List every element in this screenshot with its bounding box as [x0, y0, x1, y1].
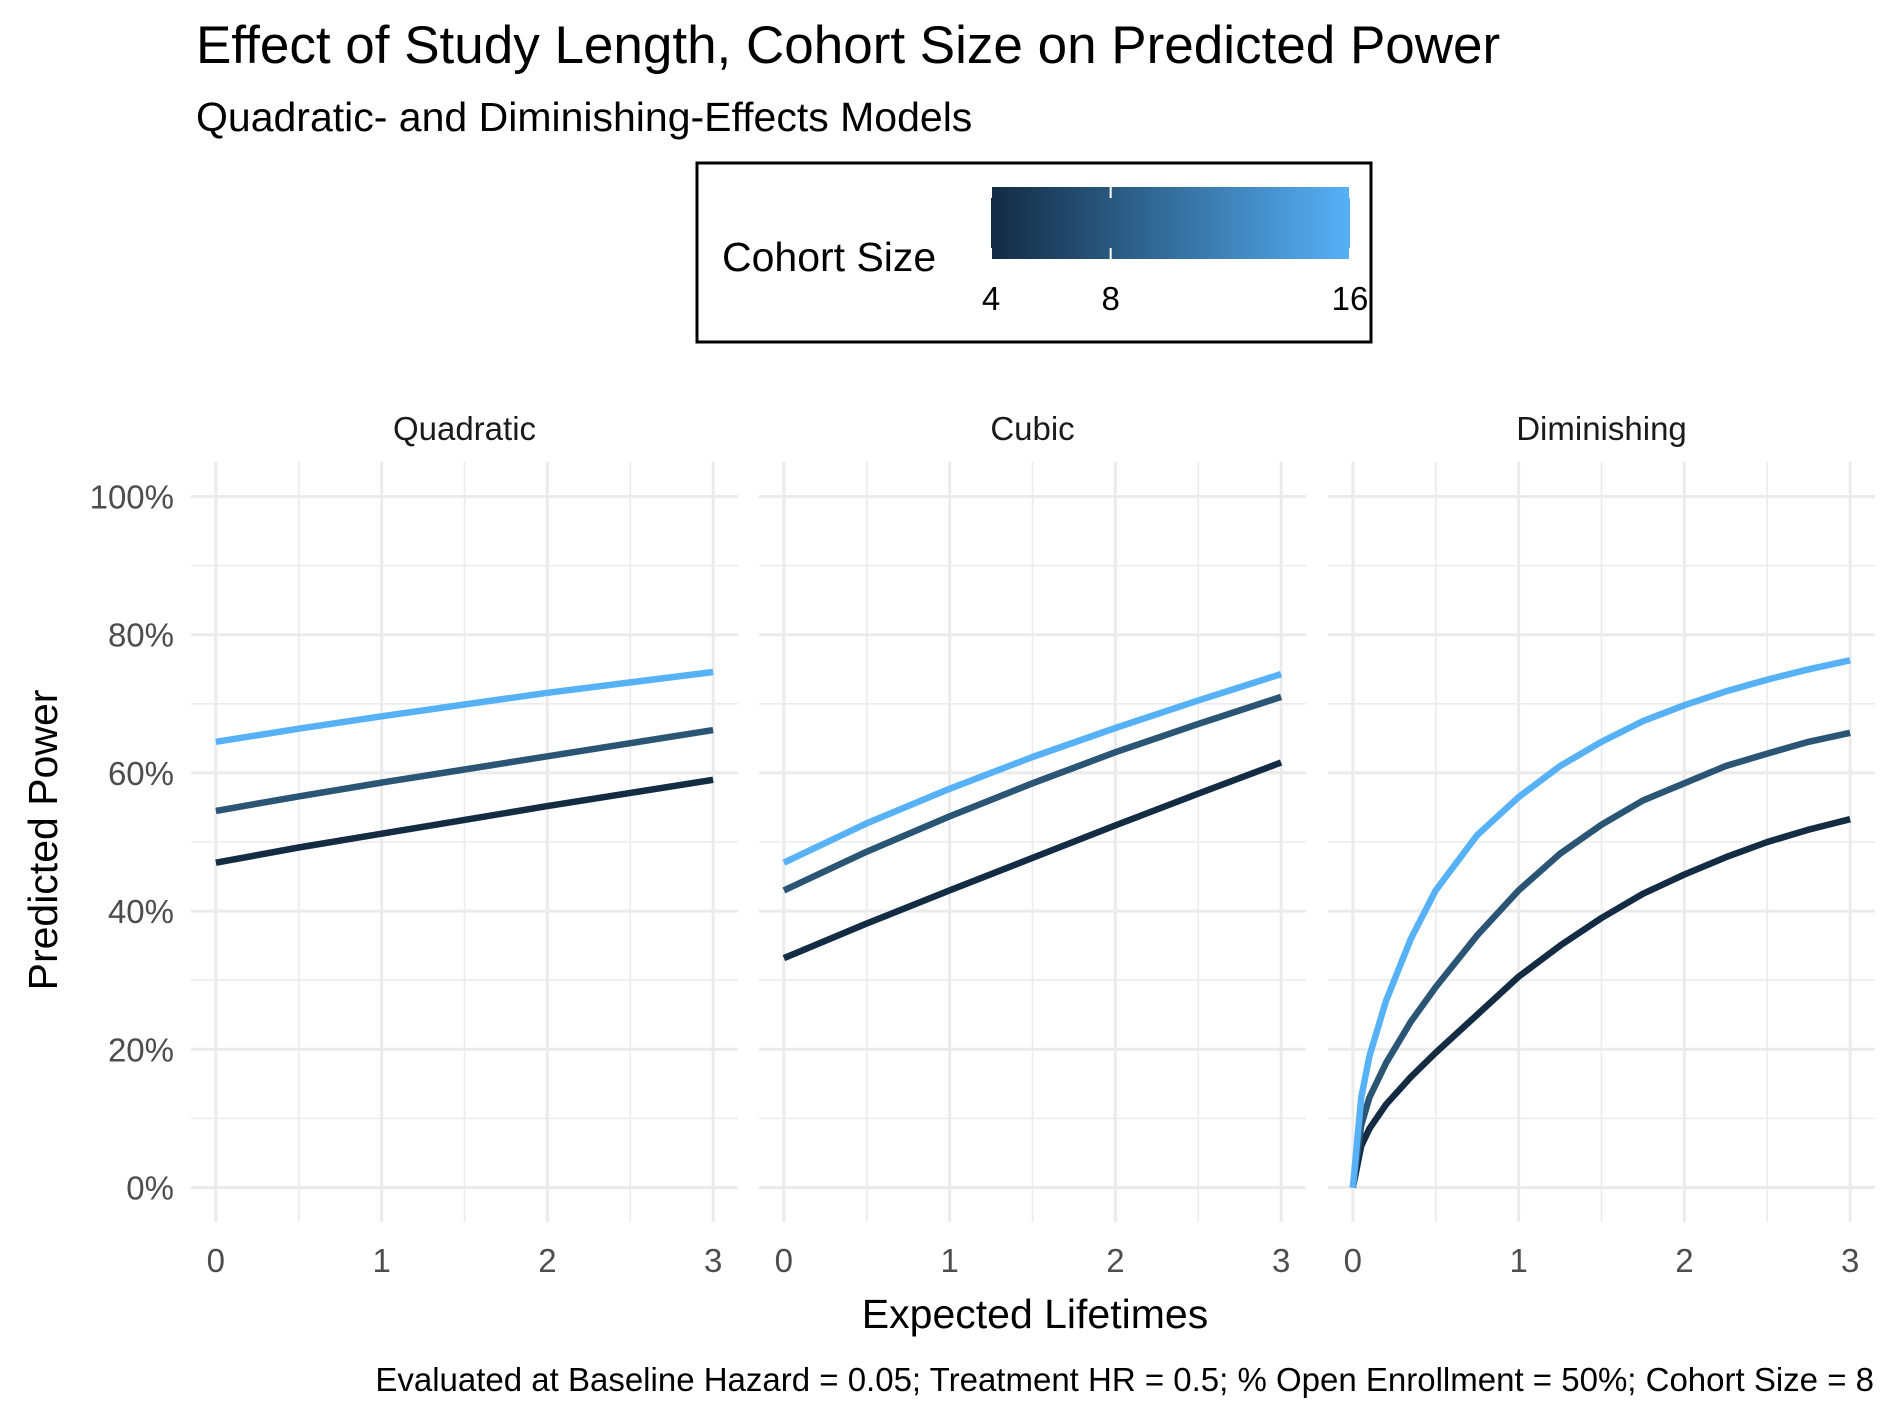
series-line-cohort-8 [782, 693, 1283, 894]
colorbar-tick-label: 16 [1332, 280, 1369, 317]
series-line-cohort-4 [1349, 816, 1851, 1189]
x-tick-label: 1 [1509, 1242, 1527, 1279]
facet-panels: Quadratic 0 1 2 3 0% 20% 40% 60% 80% 100% Cubic 0 1 2 3… [90, 410, 1875, 1279]
facet-label: Quadratic [393, 410, 536, 447]
chart-title: Effect of Study Length, Cohort Size on P… [196, 16, 1500, 75]
x-axis-title: Expected Lifetimes [862, 1291, 1208, 1337]
x-tick-label: 1 [940, 1242, 958, 1279]
series-line-cohort-16 [215, 668, 714, 746]
series-line-cohort-16 [1349, 657, 1851, 1188]
y-tick-label: 80% [108, 617, 174, 654]
x-tick-label: 3 [704, 1242, 722, 1279]
y-tick-label: 20% [108, 1031, 174, 1068]
y-tick-label: 60% [108, 755, 174, 792]
series-line-cohort-8 [215, 726, 714, 815]
x-tick-label: 2 [538, 1242, 556, 1279]
panel-quadratic: Quadratic 0 1 2 3 0% 20% 40% 60% 80% 100% [90, 410, 738, 1279]
x-tick-label: 0 [207, 1242, 225, 1279]
x-tick-label: 1 [372, 1242, 390, 1279]
facet-label: Diminishing [1516, 410, 1687, 447]
series-line-cohort-8 [1349, 729, 1851, 1188]
x-tick-label: 3 [1841, 1242, 1859, 1279]
panel-diminishing: Diminishing 0 1 2 3 [1328, 410, 1875, 1279]
legend-title: Cohort Size [722, 234, 936, 280]
facet-label: Cubic [990, 410, 1074, 447]
colorbar-tick-label: 4 [982, 280, 1000, 317]
y-tick-label: 0% [126, 1169, 174, 1206]
series-line-cohort-16 [782, 671, 1283, 866]
y-tick-label: 100% [90, 479, 174, 516]
x-tick-label: 0 [1344, 1242, 1362, 1279]
x-tick-label: 2 [1106, 1242, 1124, 1279]
colorbar-ticks: 4 8 16 [982, 187, 1369, 317]
series-line-cohort-4 [782, 759, 1283, 962]
x-tick-label: 3 [1272, 1242, 1290, 1279]
y-tick-label: 40% [108, 893, 174, 930]
y-axis-title: Predicted Power [20, 690, 66, 991]
x-tick-label: 2 [1675, 1242, 1693, 1279]
colorbar-tick-label: 8 [1101, 280, 1119, 317]
colorbar [991, 187, 1350, 259]
legend: Cohort Size 4 8 16 [695, 161, 1373, 344]
chart-subtitle: Quadratic- and Diminishing-Effects Model… [196, 94, 972, 140]
x-tick-label: 0 [775, 1242, 793, 1279]
panel-cubic: Cubic 0 1 2 3 [759, 410, 1306, 1279]
chart-caption: Evaluated at Baseline Hazard = 0.05; Tre… [375, 1361, 1874, 1398]
series-line-cohort-4 [215, 776, 714, 866]
